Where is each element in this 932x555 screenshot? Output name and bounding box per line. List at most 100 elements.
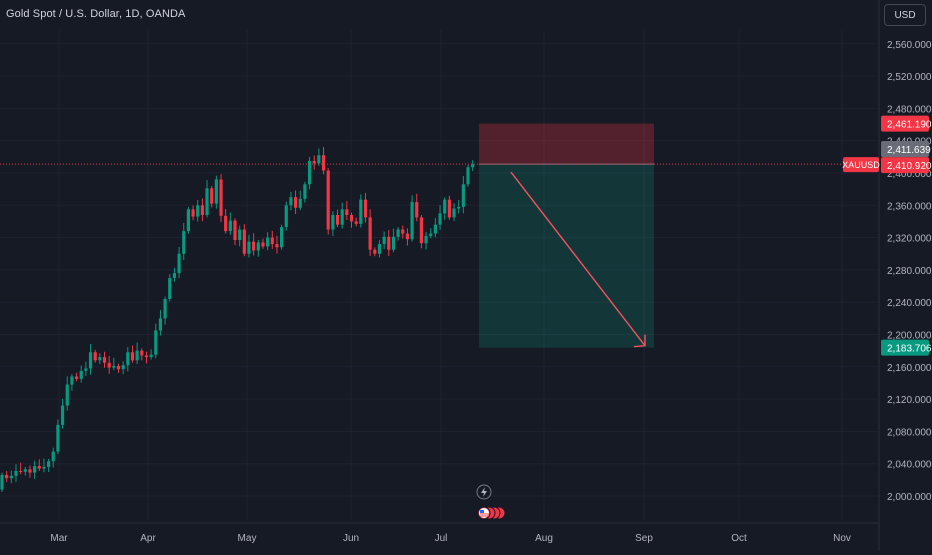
candle-body	[149, 354, 153, 358]
candle-body	[23, 469, 27, 472]
x-tick-label: Nov	[833, 533, 851, 544]
candle-body	[280, 227, 284, 248]
candle-body	[270, 237, 274, 245]
candle-body	[424, 235, 428, 244]
candle-body	[405, 233, 410, 240]
candle-body	[51, 451, 55, 462]
risk-zone	[479, 123, 654, 165]
candle-body	[252, 241, 256, 251]
candle-body	[107, 362, 111, 368]
candle-body	[382, 236, 386, 245]
y-tick-label: 2,360.000	[887, 201, 932, 212]
y-tick-label: 2,320.000	[887, 234, 932, 245]
candle-body	[14, 470, 18, 476]
y-tick-label: 2,520.000	[887, 72, 932, 83]
y-tick-label: 2,200.000	[887, 331, 932, 342]
candle-body	[359, 199, 363, 224]
candle-body	[447, 199, 451, 218]
candle-body	[303, 184, 307, 199]
candle-body	[130, 352, 135, 361]
symbol-label: XAUUSD	[842, 160, 880, 170]
current-price-label: 2,410.920	[887, 161, 932, 172]
candle-body	[163, 298, 167, 319]
candle-body	[70, 376, 74, 385]
candle-body	[349, 214, 354, 222]
candle-body	[47, 461, 51, 467]
y-tick-label: 2,040.000	[887, 460, 932, 471]
candle-body	[88, 352, 93, 369]
candle-body	[312, 160, 316, 164]
candle-body	[191, 209, 195, 217]
x-tick-label: Oct	[731, 533, 747, 544]
candle-body	[438, 213, 442, 225]
candle-body	[56, 424, 60, 452]
candle-body	[102, 357, 107, 363]
candle-body	[471, 164, 475, 168]
candle-body	[284, 205, 288, 228]
candle-body	[0, 475, 4, 490]
x-tick-label: Aug	[535, 533, 553, 544]
candle-body	[242, 229, 246, 254]
candle-body	[307, 160, 312, 185]
y-tick-label: 2,000.000	[887, 492, 932, 503]
candle-body	[335, 214, 340, 225]
candle-body	[214, 179, 218, 204]
lightning-icon	[481, 487, 487, 497]
candle-body	[144, 355, 149, 358]
symbol-label-bg	[843, 157, 879, 173]
candle-body	[289, 197, 293, 206]
candle-body	[387, 236, 391, 250]
trend-arrow-head	[633, 334, 646, 348]
candle-body	[266, 237, 270, 247]
candle-body	[368, 217, 372, 250]
candle-body	[354, 221, 358, 224]
currency-button[interactable]: USD	[884, 4, 926, 26]
candle-body	[121, 365, 125, 370]
candle-body	[135, 350, 139, 361]
candle-body	[340, 209, 344, 225]
candle-body	[228, 220, 232, 232]
us-flag-canton	[480, 510, 484, 513]
candle-body	[219, 179, 223, 216]
candle-body	[326, 170, 330, 230]
candle-body	[247, 241, 251, 254]
stop-price-label: 2,461.190	[887, 120, 932, 131]
candle-body	[200, 205, 204, 215]
candle-body	[396, 229, 400, 237]
candle-body	[410, 202, 414, 240]
trend-arrow	[510, 171, 646, 347]
candle-body	[429, 233, 433, 236]
candle-body	[28, 469, 32, 473]
entry-price-label-bg	[881, 141, 929, 157]
y-tick-label: 2,080.000	[887, 427, 932, 438]
candle-body	[177, 253, 181, 274]
candle-body	[74, 376, 79, 379]
candle-body	[37, 466, 41, 469]
chart-title: Gold Spot / U.S. Dollar, 1D, OANDA	[6, 8, 186, 20]
x-tick-label: Jun	[343, 533, 359, 544]
candle-body	[60, 405, 65, 425]
target-price-label: 2,183.706	[887, 344, 932, 355]
candle-body	[321, 155, 326, 171]
candle-body	[275, 244, 279, 248]
candle-body	[452, 208, 456, 218]
y-tick-label: 2,400.000	[887, 169, 932, 180]
candle-body	[42, 466, 46, 469]
candle-body	[293, 197, 298, 208]
candle-body	[317, 155, 321, 164]
candle-body	[233, 220, 237, 241]
y-tick-label: 2,480.000	[887, 104, 932, 115]
y-tick-label: 2,120.000	[887, 395, 932, 406]
candle-body	[196, 205, 200, 217]
candle-body	[140, 350, 144, 356]
y-tick-label: 2,160.000	[887, 363, 932, 374]
candle-body	[84, 368, 88, 371]
candle-body	[461, 184, 465, 207]
candle-body	[93, 352, 97, 361]
candle-body	[256, 242, 260, 251]
candle-body	[363, 199, 368, 218]
candle-body	[186, 209, 190, 232]
stop-price-label-bg	[881, 115, 929, 132]
